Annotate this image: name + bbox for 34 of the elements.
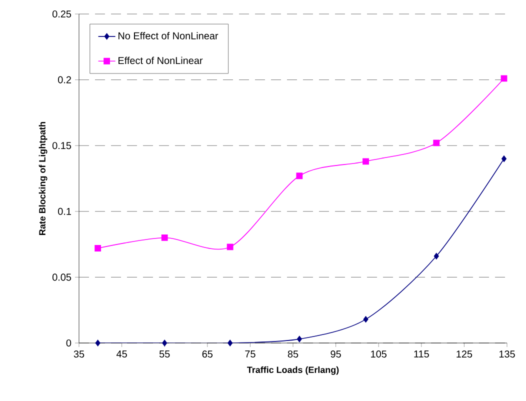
x-tick-label: 45: [116, 350, 127, 358]
point: [296, 172, 303, 180]
x-tick-label: 125: [456, 350, 472, 358]
y-tick-label: 0.1: [58, 208, 72, 215]
x-tick-label: 35: [74, 350, 84, 358]
y-tick-label: 0.25: [52, 10, 72, 18]
legend-label: No Effect of NonLinear: [118, 32, 218, 40]
point: [95, 340, 100, 346]
y-tick-label: 0.2: [58, 76, 71, 84]
y-axis-title: Rate Blocking of Lightpath: [38, 122, 48, 235]
point: [362, 158, 369, 165]
point: [94, 245, 102, 252]
y-tick-label: 0: [66, 339, 72, 347]
x-tick-label: 115: [414, 350, 429, 358]
x-tick-label: 135: [499, 350, 515, 358]
x-tick-label: 85: [288, 350, 298, 358]
point: [161, 234, 168, 241]
point: [502, 156, 507, 162]
x-tick-label: 65: [202, 350, 213, 358]
point: [434, 252, 439, 260]
x-tick-label: 105: [371, 350, 386, 358]
point: [433, 140, 440, 146]
y-tick-label: 0.05: [52, 274, 72, 281]
point: [363, 316, 368, 323]
x-axis-title: Traffic Loads (Erlang): [247, 366, 339, 375]
point: [228, 340, 233, 346]
x-tick-label: 95: [330, 350, 341, 358]
point: [296, 336, 302, 342]
point: [226, 244, 234, 250]
y-tick-label: 0.15: [52, 142, 72, 150]
x-tick-label: 55: [159, 350, 170, 358]
x-tick-label: 75: [245, 350, 256, 358]
point: [162, 340, 168, 346]
legend-label: Effect of NonLinear: [118, 56, 203, 64]
